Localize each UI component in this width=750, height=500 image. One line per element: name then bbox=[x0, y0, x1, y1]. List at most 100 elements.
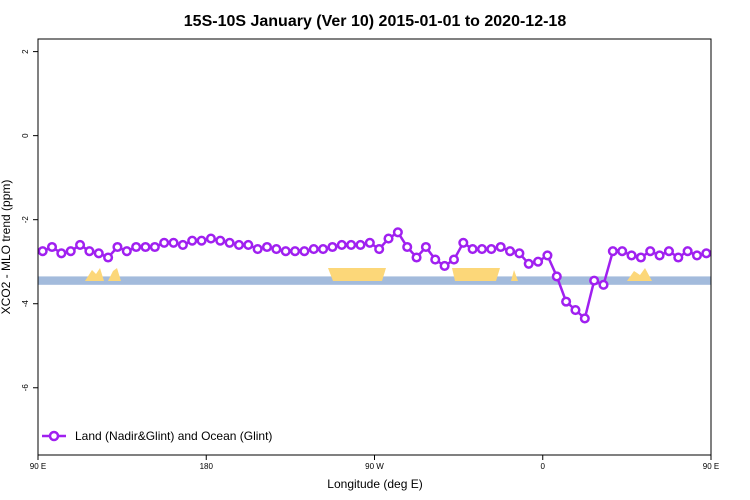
y-tick-label: 2 bbox=[21, 49, 30, 54]
data-point bbox=[374, 244, 385, 255]
data-point bbox=[402, 241, 413, 253]
data-point bbox=[121, 246, 132, 257]
data-point bbox=[327, 241, 338, 253]
data-point bbox=[476, 244, 488, 255]
data-point bbox=[411, 252, 422, 263]
data-point bbox=[215, 235, 226, 246]
y-tick-label: -6 bbox=[21, 384, 30, 392]
land-patch-africa-small bbox=[511, 270, 518, 281]
data-point bbox=[318, 244, 329, 255]
data-point bbox=[495, 241, 506, 253]
data-point bbox=[533, 256, 544, 267]
data-point bbox=[75, 239, 86, 250]
data-point bbox=[607, 246, 618, 257]
data-point bbox=[56, 248, 67, 259]
land-patch-pacific-islands bbox=[85, 268, 104, 281]
data-point bbox=[177, 239, 188, 250]
data-point bbox=[299, 246, 310, 257]
series-line bbox=[37, 227, 712, 324]
data-point bbox=[93, 248, 104, 259]
y-tick-label: -4 bbox=[21, 300, 30, 308]
data-point bbox=[131, 241, 142, 253]
data-point bbox=[701, 248, 712, 259]
data-point bbox=[37, 246, 48, 257]
data-point bbox=[159, 237, 170, 248]
legend: Land (Nadir&Glint) and Ocean (Glint) bbox=[42, 429, 272, 443]
data-point bbox=[486, 244, 497, 255]
data-point bbox=[663, 246, 674, 257]
data-point bbox=[589, 275, 600, 286]
y-tick-label: -2 bbox=[21, 216, 30, 224]
legend-label: Land (Nadir&Glint) and Ocean (Glint) bbox=[75, 429, 272, 443]
data-point bbox=[458, 237, 469, 248]
data-point bbox=[514, 248, 525, 259]
data-point bbox=[149, 241, 160, 253]
land-patch-pacific-islands-2 bbox=[108, 268, 121, 281]
data-point bbox=[364, 237, 375, 248]
x-tick-label: 90 E bbox=[30, 462, 46, 471]
x-tick-label: 90 E bbox=[703, 462, 719, 471]
data-point bbox=[523, 258, 534, 269]
data-point bbox=[570, 304, 581, 316]
data-point bbox=[598, 279, 609, 290]
x-tick-label: 180 bbox=[200, 462, 214, 471]
data-point bbox=[233, 239, 245, 250]
data-point bbox=[65, 246, 76, 257]
data-point bbox=[252, 244, 263, 255]
data-point bbox=[308, 244, 319, 255]
land-patch-africa bbox=[452, 268, 500, 281]
x-tick-label: 0 bbox=[541, 462, 546, 471]
y-axis-label: XCO2 - MLO trend (ppm) bbox=[0, 180, 13, 315]
data-point bbox=[420, 241, 431, 253]
data-point bbox=[196, 235, 207, 246]
data-point bbox=[103, 252, 114, 263]
data-point bbox=[355, 239, 366, 250]
data-point bbox=[430, 254, 441, 265]
data-point bbox=[112, 241, 123, 253]
data-point bbox=[243, 239, 254, 250]
x-axis-label: Longitude (deg E) bbox=[327, 477, 422, 491]
data-point bbox=[635, 252, 646, 263]
y-axis: 2 0 -2 -4 -6 bbox=[21, 49, 38, 391]
data-point bbox=[448, 254, 460, 265]
data-point bbox=[626, 250, 637, 261]
data-point bbox=[224, 237, 235, 248]
data-point bbox=[205, 233, 216, 244]
chart-title: 15S-10S January (Ver 10) 2015-01-01 to 2… bbox=[184, 13, 567, 30]
data-point bbox=[280, 246, 291, 257]
data-point bbox=[645, 246, 656, 257]
land-ocean-band bbox=[38, 268, 711, 285]
x-axis: 90 E 180 90 W 0 90 E bbox=[30, 455, 719, 471]
legend-marker bbox=[48, 430, 60, 442]
data-point bbox=[579, 313, 590, 324]
data-point bbox=[439, 260, 450, 271]
data-point bbox=[346, 239, 357, 250]
data-point bbox=[561, 296, 572, 307]
data-point bbox=[504, 246, 516, 257]
data-point bbox=[187, 235, 198, 246]
data-point bbox=[682, 246, 693, 257]
data-point bbox=[673, 252, 684, 263]
data-point bbox=[46, 241, 58, 253]
data-point bbox=[392, 227, 403, 238]
series-points bbox=[37, 227, 712, 324]
data-point bbox=[617, 246, 628, 257]
data-point bbox=[140, 241, 151, 253]
land-patch-indonesia bbox=[627, 268, 652, 281]
y-tick-label: 0 bbox=[21, 133, 30, 138]
land-patch-south-america bbox=[328, 268, 386, 281]
data-point bbox=[84, 246, 95, 257]
data-point bbox=[654, 250, 665, 261]
x-tick-label: 90 W bbox=[365, 462, 384, 471]
data-point bbox=[551, 271, 562, 282]
data-point bbox=[691, 250, 703, 261]
data-point bbox=[336, 239, 347, 250]
data-point bbox=[467, 244, 478, 255]
data-point bbox=[289, 246, 301, 257]
data-point bbox=[261, 241, 273, 253]
data-point bbox=[271, 244, 282, 255]
data-point bbox=[542, 250, 553, 261]
data-point bbox=[383, 233, 394, 244]
data-point bbox=[168, 237, 179, 248]
